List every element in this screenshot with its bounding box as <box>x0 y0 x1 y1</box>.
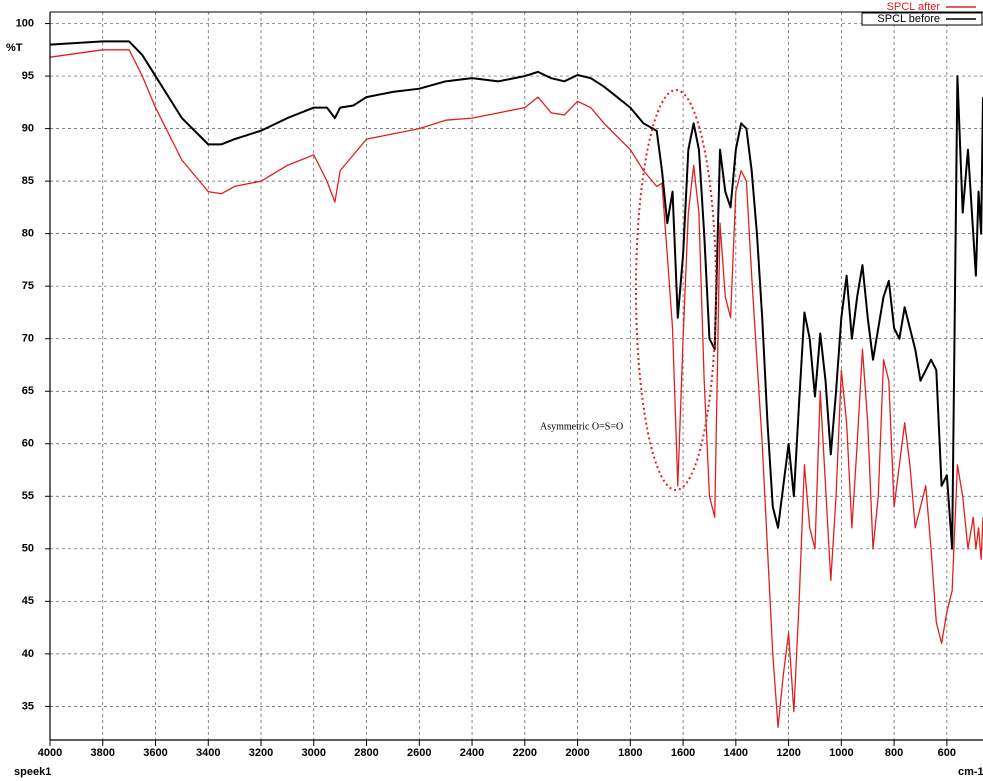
y-tick-label: 75 <box>22 280 34 292</box>
y-tick-label: 40 <box>22 648 34 660</box>
y-tick-label: 50 <box>22 543 34 555</box>
x-tick-label: 3200 <box>249 747 273 759</box>
y-tick-label: 60 <box>22 438 34 450</box>
y-tick-label: 95 <box>22 70 34 82</box>
spectrum-line <box>49 40 983 550</box>
highlight-ellipse <box>635 89 717 491</box>
y-tick-label: 85 <box>22 175 34 187</box>
x-tick-label: 1200 <box>776 747 800 759</box>
x-tick-label: 3600 <box>143 747 167 759</box>
x-tick-label: 2400 <box>460 747 484 759</box>
sample-label: speek1 <box>14 766 51 778</box>
x-tick-label: 600 <box>938 747 956 759</box>
x-tick-label: 2600 <box>407 747 431 759</box>
x-tick-label: 3800 <box>91 747 115 759</box>
annotation: Asymmetric O=S=O <box>540 421 623 432</box>
y-tick-label: 100 <box>16 17 34 29</box>
y-tick-label: 70 <box>22 333 34 345</box>
y-axis-label: %T <box>6 42 23 54</box>
x-tick-label: 2200 <box>513 747 537 759</box>
x-axis-label: cm-1 <box>958 766 983 778</box>
y-tick-label: 45 <box>22 595 34 607</box>
y-tick-label: 80 <box>22 228 34 240</box>
x-tick-label: 3400 <box>196 747 220 759</box>
x-tick-label: 1000 <box>829 747 853 759</box>
x-tick-label: 1800 <box>618 747 642 759</box>
legend-label: SPCL before <box>877 13 940 25</box>
spectrum-line <box>49 49 983 729</box>
x-tick-label: 1400 <box>724 747 748 759</box>
y-tick-label: 65 <box>22 385 34 397</box>
series-layer <box>49 40 983 729</box>
legend-box <box>861 12 983 26</box>
legend-label: SPCL after <box>887 1 941 13</box>
x-tick-label: 2800 <box>354 747 378 759</box>
x-tick-label: 4000 <box>38 747 62 759</box>
x-tick-label: 3000 <box>302 747 326 759</box>
y-tick-label: 55 <box>22 490 34 502</box>
y-tick-label: 90 <box>22 123 34 135</box>
y-tick-label: 35 <box>22 700 34 712</box>
x-tick-label: 800 <box>885 747 903 759</box>
x-tick-label: 1600 <box>671 747 695 759</box>
legend: SPCL after SPCL before <box>861 1 983 26</box>
x-tick-label: 2000 <box>565 747 589 759</box>
